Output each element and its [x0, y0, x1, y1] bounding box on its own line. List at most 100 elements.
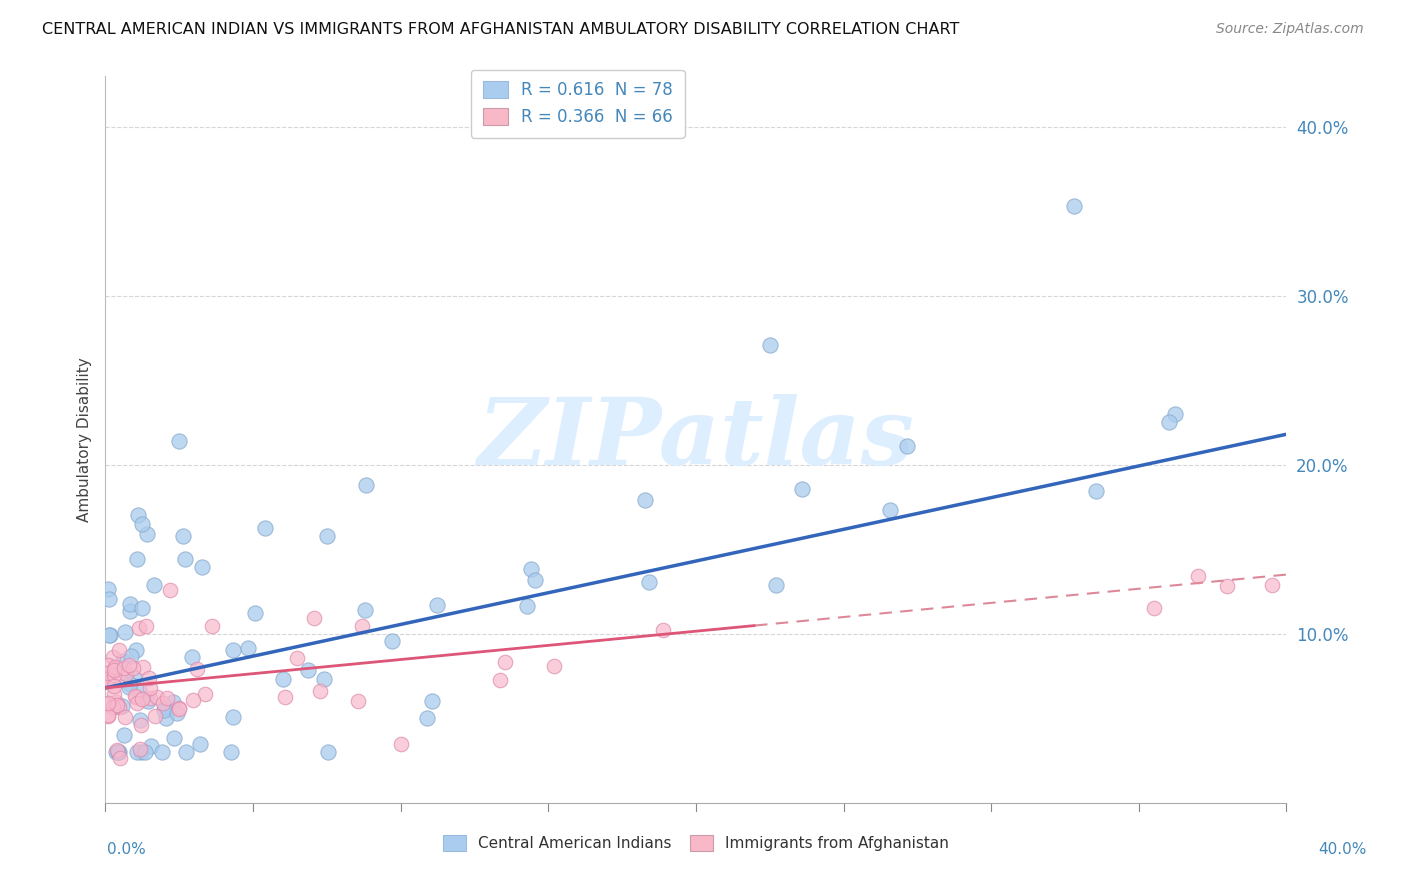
Point — [1084, 484, 1107, 499]
Point — [107, 667, 129, 681]
Point — [523, 573, 546, 587]
Point — [638, 574, 661, 589]
Point — [153, 700, 176, 714]
Point — [1163, 407, 1185, 421]
Point — [652, 623, 675, 637]
Point — [135, 526, 157, 541]
Point — [97, 707, 120, 722]
Point — [125, 696, 148, 710]
Point — [169, 701, 191, 715]
Point — [426, 599, 449, 613]
Point — [163, 731, 186, 745]
Point — [117, 680, 139, 694]
Point — [765, 578, 787, 592]
Point — [118, 597, 141, 611]
Point — [488, 673, 510, 687]
Point — [103, 663, 125, 677]
Point — [183, 692, 205, 706]
Point — [120, 604, 142, 618]
Point — [107, 700, 129, 714]
Point — [194, 687, 217, 701]
Point — [97, 657, 120, 672]
Point — [1187, 569, 1209, 583]
Text: ZIPatlas: ZIPatlas — [478, 394, 914, 484]
Point — [143, 578, 166, 592]
Point — [222, 642, 245, 657]
Point — [118, 677, 141, 691]
Point — [97, 709, 120, 723]
Point — [167, 434, 190, 448]
Point — [174, 745, 197, 759]
Point — [143, 709, 166, 723]
Text: CENTRAL AMERICAN INDIAN VS IMMIGRANTS FROM AFGHANISTAN AMBULATORY DISABILITY COR: CENTRAL AMERICAN INDIAN VS IMMIGRANTS FR… — [42, 22, 959, 37]
Point — [221, 745, 243, 759]
Point — [107, 745, 129, 759]
Point — [271, 672, 294, 686]
Point — [191, 559, 214, 574]
Point — [415, 711, 437, 725]
Point — [354, 478, 377, 492]
Point — [879, 503, 901, 517]
Point — [166, 706, 188, 721]
Point — [103, 679, 125, 693]
Point — [201, 618, 224, 632]
Point — [312, 672, 335, 686]
Point — [1159, 415, 1181, 429]
Point — [105, 698, 128, 712]
Point — [188, 737, 211, 751]
Point — [186, 662, 208, 676]
Point — [105, 743, 128, 757]
Point — [97, 674, 120, 689]
Point — [896, 439, 918, 453]
Point — [138, 671, 160, 685]
Point — [302, 611, 325, 625]
Y-axis label: Ambulatory Disability: Ambulatory Disability — [76, 357, 91, 522]
Point — [155, 710, 177, 724]
Point — [315, 529, 337, 543]
Point — [790, 482, 813, 496]
Point — [108, 751, 131, 765]
Point — [146, 690, 169, 705]
Point — [420, 694, 443, 708]
Point — [347, 694, 370, 708]
Point — [103, 687, 125, 701]
Point — [97, 696, 120, 710]
Point — [297, 664, 319, 678]
Point — [128, 621, 150, 635]
Point — [104, 695, 127, 709]
Point — [129, 714, 152, 728]
Point — [112, 661, 135, 675]
Point — [101, 699, 124, 714]
Point — [274, 690, 297, 704]
Point — [111, 699, 134, 714]
Point — [115, 667, 138, 681]
Point — [243, 606, 266, 620]
Point — [634, 493, 657, 508]
Point — [97, 672, 120, 686]
Point — [494, 655, 516, 669]
Point — [125, 690, 148, 704]
Point — [1143, 601, 1166, 615]
Point — [114, 710, 136, 724]
Point — [128, 741, 150, 756]
Point — [136, 693, 159, 707]
Point — [159, 582, 181, 597]
Point — [350, 619, 373, 633]
Point — [354, 602, 377, 616]
Point — [101, 700, 124, 714]
Point — [120, 648, 142, 663]
Point — [104, 660, 127, 674]
Point — [134, 745, 156, 759]
Point — [181, 650, 204, 665]
Point — [167, 701, 190, 715]
Point — [124, 689, 146, 703]
Point — [381, 633, 404, 648]
Point — [98, 591, 121, 606]
Point — [222, 710, 245, 724]
Text: Source: ZipAtlas.com: Source: ZipAtlas.com — [1216, 22, 1364, 37]
Point — [155, 691, 177, 706]
Point — [97, 672, 120, 686]
Point — [103, 668, 125, 682]
Point — [125, 643, 148, 657]
Point — [131, 691, 153, 706]
